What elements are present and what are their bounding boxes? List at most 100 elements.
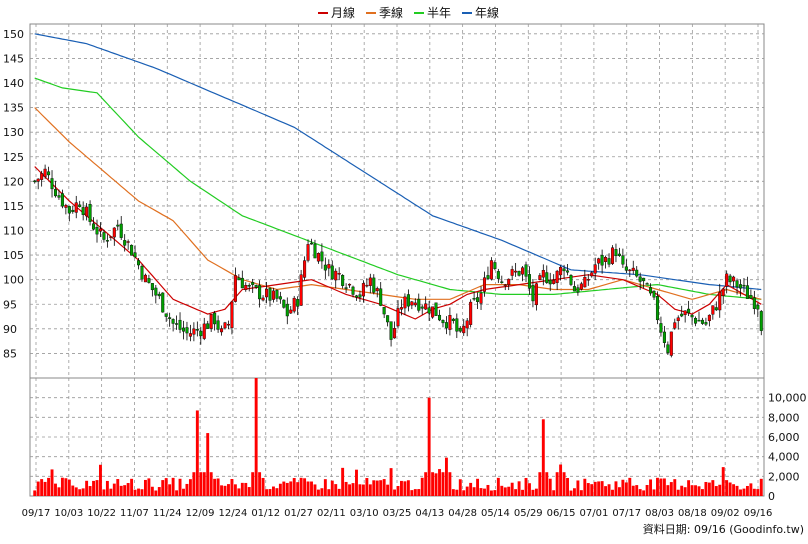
volume-bar xyxy=(348,484,352,496)
volume-bar xyxy=(694,485,697,496)
volume-bar xyxy=(438,469,441,496)
candle-body xyxy=(316,253,320,262)
candle-body xyxy=(548,279,552,285)
volume-bar xyxy=(361,484,365,496)
candle-body xyxy=(590,272,594,277)
volume-bar xyxy=(410,490,414,496)
candle-body xyxy=(472,298,476,300)
x-tick-label-21: 09/02 xyxy=(711,508,740,519)
candlesticks xyxy=(33,164,763,358)
candle-body xyxy=(164,313,168,317)
volume-bar xyxy=(656,477,659,496)
candle-body xyxy=(296,299,300,307)
candle-body xyxy=(673,322,677,329)
candle-body xyxy=(323,264,327,271)
volume-bar xyxy=(559,464,563,496)
volume-bar xyxy=(486,484,490,496)
volume-bar xyxy=(662,478,666,496)
volume-bar xyxy=(431,472,435,496)
volume-bar xyxy=(365,478,369,496)
candle-body xyxy=(714,307,718,311)
volume-bar xyxy=(119,485,123,496)
candle-body xyxy=(137,260,141,266)
candle-body xyxy=(268,288,272,301)
candle-body xyxy=(261,297,265,301)
candle-body xyxy=(258,285,262,300)
volume-bar xyxy=(64,478,68,496)
volume-bar xyxy=(282,481,286,496)
volume-bar xyxy=(669,482,673,496)
candle-body xyxy=(427,307,431,314)
volume-bar xyxy=(289,481,293,496)
candle-body xyxy=(583,276,587,288)
candle-body xyxy=(393,328,397,339)
candle-body xyxy=(655,296,659,321)
candle-body xyxy=(330,265,334,280)
volume-bar xyxy=(413,489,417,496)
volume-bar xyxy=(465,486,469,496)
candle-body xyxy=(607,258,611,265)
volume-bar xyxy=(652,489,656,496)
volume-bar xyxy=(379,480,383,496)
candle-body xyxy=(721,288,725,296)
x-tick-label-6: 12/24 xyxy=(218,508,247,519)
candle-body xyxy=(469,301,473,325)
volume-bar xyxy=(271,486,275,496)
candle-body xyxy=(237,277,241,281)
volume-bar xyxy=(666,485,670,496)
candle-body xyxy=(732,276,736,282)
candle-body xyxy=(524,264,528,277)
volume-bar xyxy=(223,485,227,496)
volume-bar xyxy=(718,484,722,496)
candle-body xyxy=(462,325,466,334)
volume-bar xyxy=(54,483,57,496)
candle-body xyxy=(133,252,137,258)
volume-bar xyxy=(182,488,185,496)
volume-bar xyxy=(742,488,746,496)
volume-bar xyxy=(732,484,736,496)
volume-bar xyxy=(562,472,566,496)
candle-body xyxy=(275,290,279,299)
x-tick-label-9: 02/11 xyxy=(317,508,346,519)
candle-body xyxy=(116,224,120,227)
candle-body xyxy=(555,270,559,283)
candle-body xyxy=(749,295,753,299)
candle-body xyxy=(309,242,314,245)
volume-bar xyxy=(517,481,521,496)
candle-body xyxy=(181,327,186,332)
candle-body xyxy=(431,306,435,318)
volume-bar xyxy=(576,480,580,496)
candle-body xyxy=(289,309,293,314)
candle-body xyxy=(735,280,739,288)
volume-bar xyxy=(611,489,614,496)
candle-body xyxy=(105,240,109,242)
candle-body xyxy=(375,288,379,292)
volume-bar xyxy=(60,477,64,496)
volume-bar xyxy=(306,481,310,496)
volume-bar xyxy=(251,472,255,496)
volume-bar xyxy=(227,484,230,496)
candle-body xyxy=(406,294,410,307)
legend-label-1: 季線 xyxy=(379,5,403,20)
volume-bar xyxy=(455,489,459,496)
volume-bar xyxy=(358,484,362,496)
volume-bar xyxy=(71,485,75,496)
volume-bar xyxy=(95,480,99,496)
volume-tick-label-0: 0 xyxy=(768,490,775,503)
candle-body xyxy=(704,322,708,325)
candle-body xyxy=(313,243,317,259)
candle-body xyxy=(265,288,269,298)
volume-tick-label-1: 2,000 xyxy=(768,470,800,483)
price-tick-label-10: 135 xyxy=(3,102,24,115)
x-tick-label-14: 05/14 xyxy=(481,508,510,519)
volume-bar xyxy=(386,484,390,496)
price-tick-label-0: 85 xyxy=(3,347,17,360)
volume-bar xyxy=(597,481,601,496)
volume-tick-label-5: 10,000 xyxy=(768,392,807,405)
volume-bar xyxy=(434,473,438,496)
x-tick-label-2: 10/22 xyxy=(87,508,116,519)
volume-bar xyxy=(265,489,268,496)
candle-body xyxy=(424,303,428,310)
